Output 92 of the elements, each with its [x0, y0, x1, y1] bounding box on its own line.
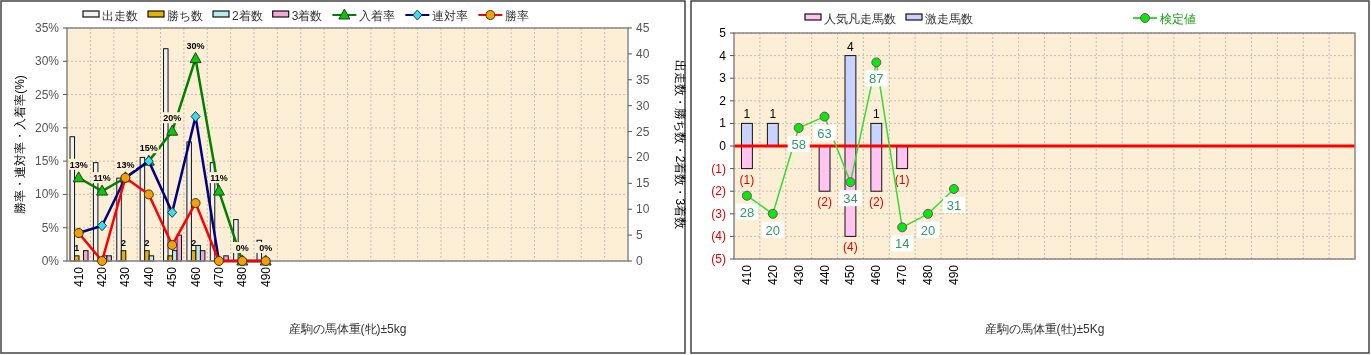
data-label: 20 [920, 222, 936, 238]
y-tick-label: 10% [34, 187, 60, 202]
data-label: 0% [259, 243, 273, 253]
y2-tick-label: 10 [636, 202, 650, 217]
data-label: 14 [894, 236, 910, 252]
data-label: 13% [116, 159, 135, 170]
x-tick-label: 440 [817, 264, 832, 286]
x-tick-label: 450 [165, 266, 180, 288]
legend-label: 人気凡走馬数 [824, 12, 896, 26]
data-label: 1 [74, 242, 80, 253]
y-tick-label: 5% [41, 220, 60, 235]
x-tick-label: 490 [258, 266, 273, 288]
legend-label: 連対率 [432, 9, 469, 23]
data-label: (2) [868, 195, 884, 210]
x-tick-label: 480 [235, 266, 250, 288]
y-tick-label: 1 [719, 116, 727, 131]
y-tick-label: 0 [719, 139, 727, 153]
x-tick-label: 410 [739, 264, 754, 286]
x-tick-label: 420 [765, 264, 780, 286]
y-tick-label: (4) [711, 229, 726, 244]
y-tick-label: 2 [719, 93, 727, 108]
data-label: 11% [210, 173, 228, 184]
x-tick-label: 460 [188, 266, 203, 288]
x-tick-label: 430 [791, 264, 806, 286]
x-tick-label: 440 [141, 266, 156, 288]
y-tick-label: 4 [719, 48, 727, 63]
data-label: 20% [163, 113, 182, 124]
legend-label: 勝ち数 [167, 9, 203, 23]
y2-tick-label: 30 [636, 98, 650, 113]
data-label: 0% [235, 243, 249, 253]
legend-label: 入着率 [359, 9, 396, 23]
data-label: 11% [93, 173, 111, 184]
x-tick-label: 410 [71, 266, 86, 288]
y2-tick-label: 20 [636, 150, 650, 165]
data-label: 1 [872, 107, 880, 122]
y2-tick-label: 15 [636, 176, 650, 191]
data-label: 34 [843, 191, 858, 207]
legend-label: 検定値 [1160, 12, 1196, 26]
y2-tick-label: 5 [636, 228, 643, 243]
y-tick-label: 3 [719, 71, 727, 86]
data-label: 58 [791, 136, 806, 152]
data-label: 1 [769, 107, 777, 122]
y-tick-label: (3) [711, 206, 726, 221]
data-label: 30% [186, 40, 205, 51]
y2-tick-label: 40 [636, 46, 650, 61]
data-label: (4) [843, 240, 858, 255]
y-tick-label: (1) [711, 161, 726, 176]
x-tick-label: 480 [921, 264, 936, 286]
data-label: 31 [946, 197, 962, 213]
data-label: 20 [765, 222, 781, 238]
data-label: 15% [139, 143, 158, 154]
x-tick-label: 420 [95, 266, 110, 288]
y-axis-title: 勝率・連対率・入着率(%) [13, 75, 27, 214]
x-axis-title: 産駒の馬体重(牝)±5kg [288, 322, 407, 336]
legend-label: 2着数 [232, 9, 263, 23]
y2-tick-label: 0 [636, 254, 643, 268]
x-tick-label: 460 [869, 264, 884, 286]
y-tick-label: 20% [34, 120, 60, 135]
data-label: (1) [894, 172, 910, 187]
y2-tick-label: 45 [636, 21, 650, 35]
x-tick-label: 490 [946, 264, 961, 286]
data-label: 28 [739, 204, 755, 220]
y-tick-label: 5 [719, 26, 727, 40]
legend-label: 勝率 [505, 9, 530, 23]
data-label: 2 [121, 237, 127, 248]
data-label: 2 [191, 237, 197, 248]
data-label: (1) [739, 172, 755, 187]
y-tick-label: 0% [41, 254, 60, 268]
x-tick-label: 470 [895, 264, 910, 286]
y-tick-label: (5) [711, 252, 726, 266]
y-tick-label: 25% [34, 87, 60, 102]
data-label: 87 [869, 71, 884, 87]
legend-label: 激走馬数 [925, 12, 973, 26]
y2-axis-title: 出走数・勝ち数・2着数・3着数 [673, 59, 687, 230]
x-tick-label: 430 [118, 266, 133, 288]
data-label: 1 [743, 107, 751, 122]
x-tick-label: 450 [843, 264, 858, 286]
y2-tick-label: 35 [636, 72, 650, 87]
data-label: 4 [847, 39, 855, 54]
y-tick-label: 15% [34, 154, 60, 169]
y-tick-label: (2) [711, 184, 726, 199]
legend-label: 出走数 [102, 9, 138, 23]
y2-tick-label: 25 [636, 124, 650, 139]
data-label: 2 [144, 237, 150, 248]
data-label: 63 [817, 125, 832, 141]
x-axis-title: 産駒の馬体重(牡)±5Kg [984, 322, 1105, 336]
data-label: 13% [69, 159, 88, 170]
data-label: (2) [817, 195, 832, 210]
y-tick-label: 35% [34, 21, 60, 35]
legend-label: 3着数 [291, 9, 323, 23]
x-tick-label: 470 [211, 266, 226, 288]
y-tick-label: 30% [34, 54, 60, 69]
